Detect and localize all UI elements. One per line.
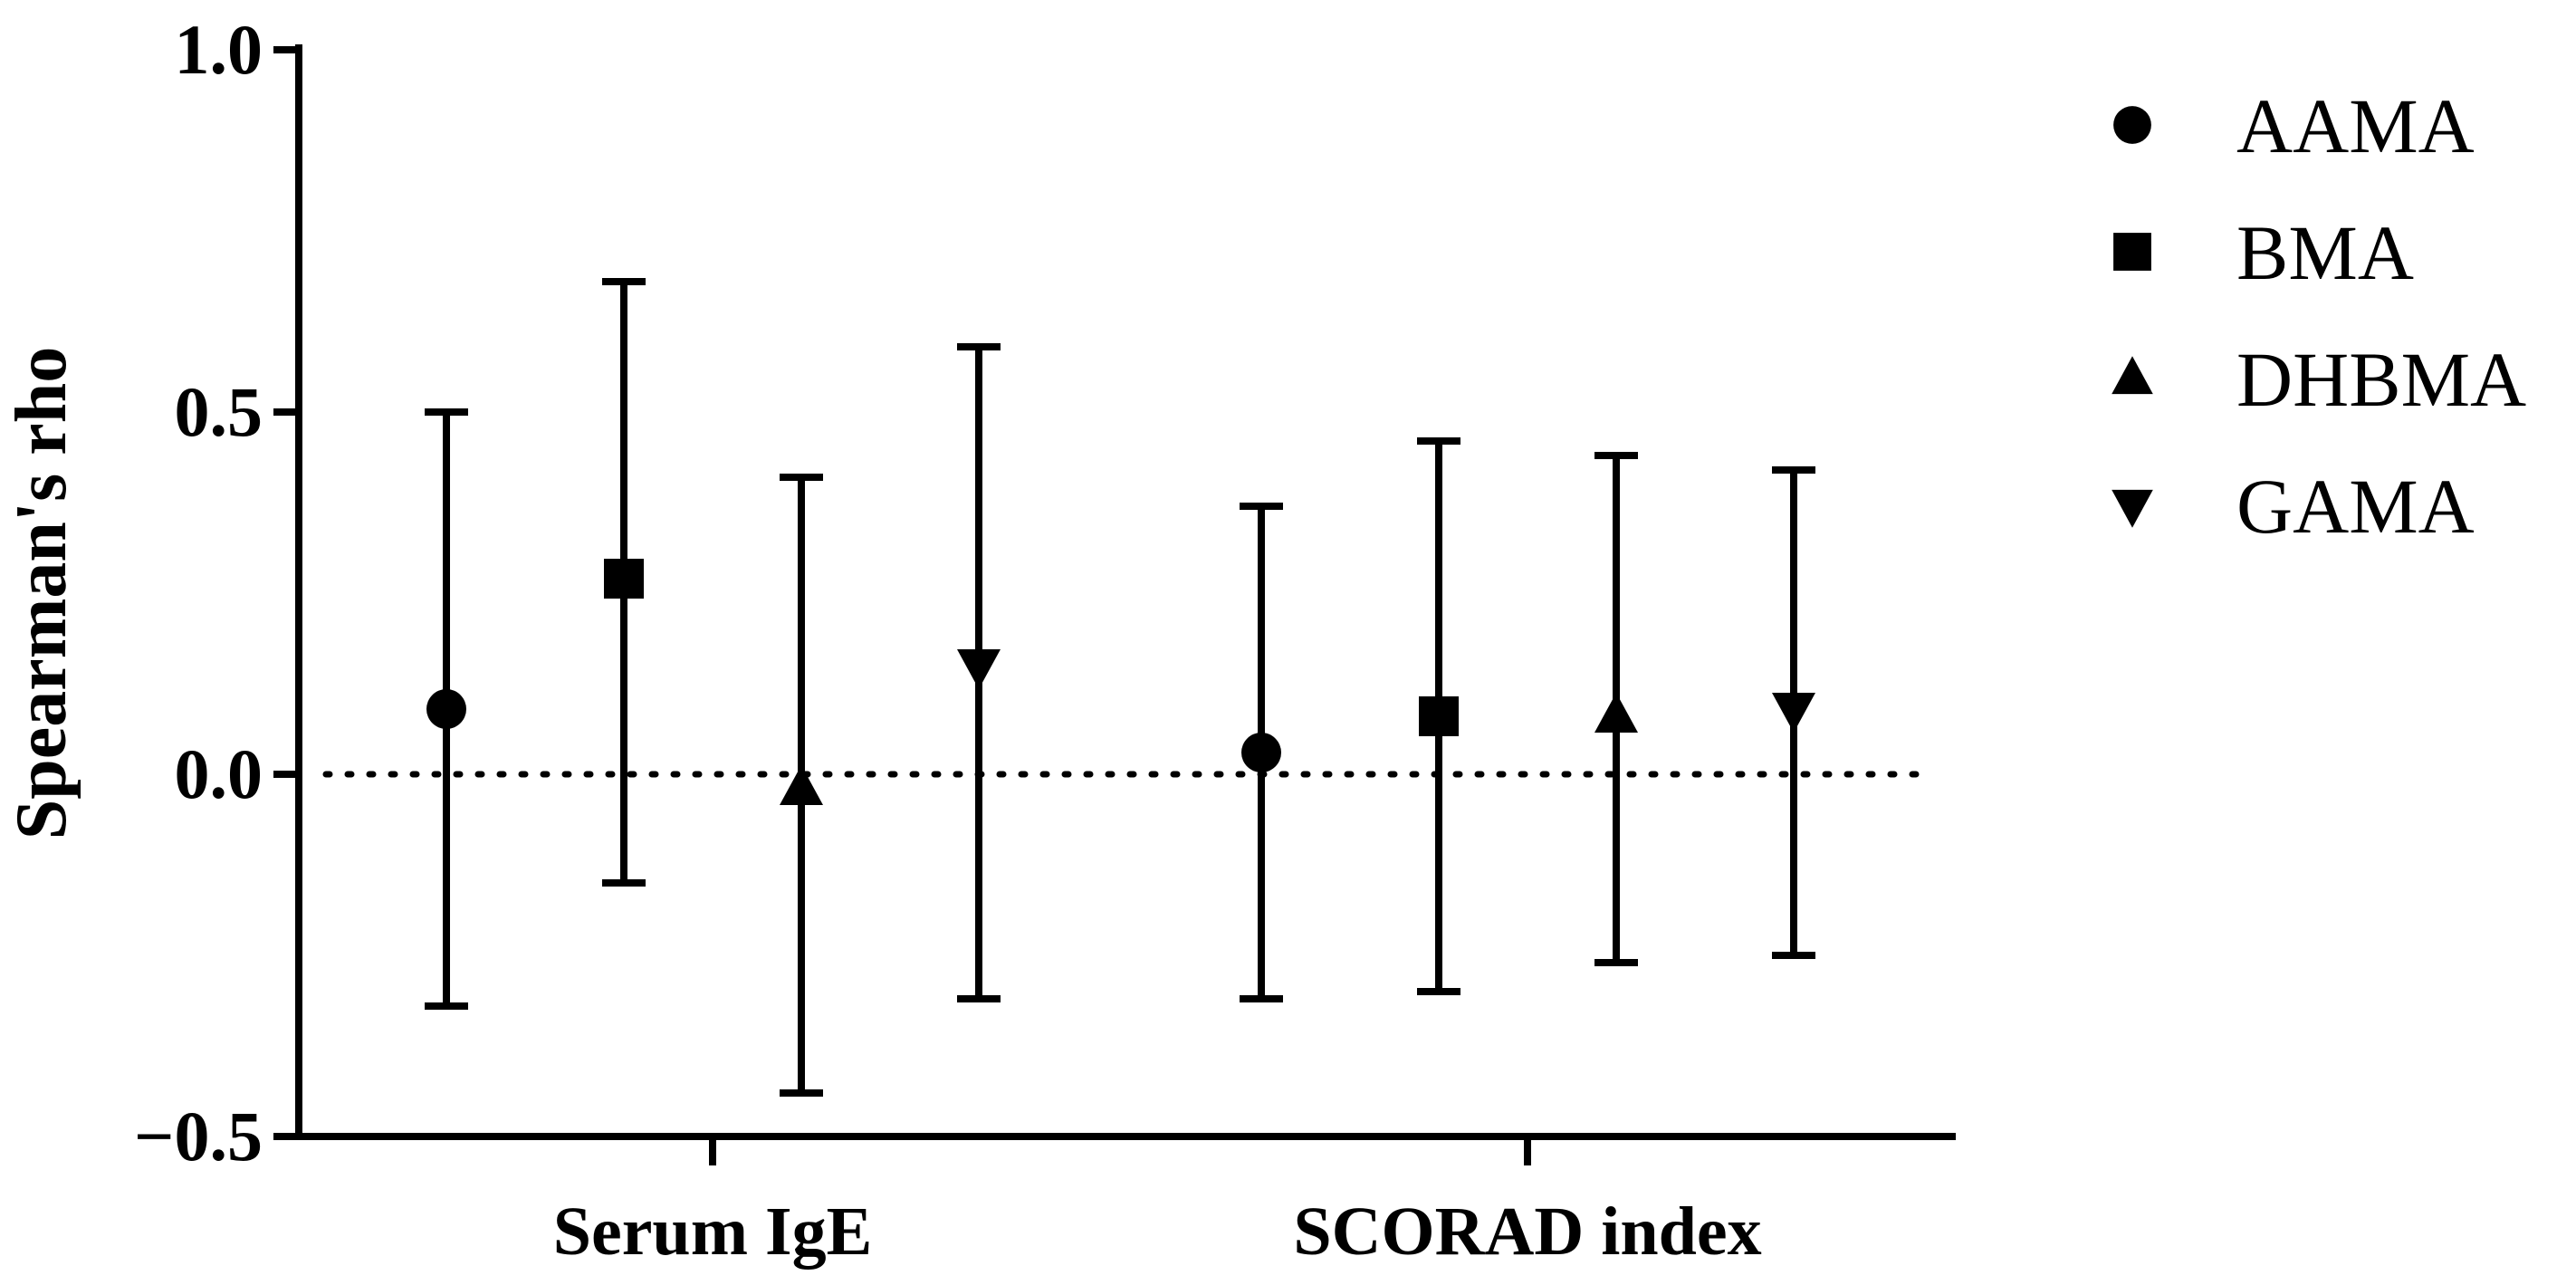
data-point-aama bbox=[1241, 733, 1281, 772]
legend-marker-aama bbox=[2113, 106, 2151, 144]
y-tick-label: 0.0 bbox=[175, 734, 263, 813]
data-point-bma bbox=[604, 559, 644, 599]
y-tick-label: 1.0 bbox=[175, 10, 263, 89]
legend-label-bma: BMA bbox=[2236, 209, 2414, 296]
legend-marker-gama bbox=[2112, 489, 2153, 528]
x-tick-label: SCORAD index bbox=[1293, 1194, 1761, 1270]
data-point-dhbma bbox=[780, 765, 823, 805]
axes: −0.5 0.0 0.5 1.0 Serum IgE SCORAD index Spearm… bbox=[2, 10, 1956, 1270]
data-point-gama bbox=[1772, 693, 1815, 733]
data-point-dhbma bbox=[1594, 693, 1638, 733]
legend-label-aama: AAMA bbox=[2236, 82, 2475, 169]
y-tick-label: 0.5 bbox=[175, 372, 263, 451]
legend-marker-dhbma bbox=[2112, 356, 2153, 395]
legend-label-gama: GAMA bbox=[2236, 463, 2475, 550]
x-tick-label: Serum IgE bbox=[553, 1194, 873, 1270]
y-axis-title: Spearman's rho bbox=[2, 347, 81, 840]
legend: AAMA BMA DHBMA GAMA bbox=[2112, 82, 2526, 550]
data-point-gama bbox=[957, 649, 1001, 689]
y-tick-label: −0.5 bbox=[134, 1097, 263, 1175]
data-point-bma bbox=[1419, 696, 1459, 736]
legend-marker-bma bbox=[2113, 233, 2151, 271]
data-point-aama bbox=[426, 689, 466, 729]
chart-marks bbox=[322, 278, 1932, 1097]
legend-label-dhbma: DHBMA bbox=[2236, 336, 2526, 423]
